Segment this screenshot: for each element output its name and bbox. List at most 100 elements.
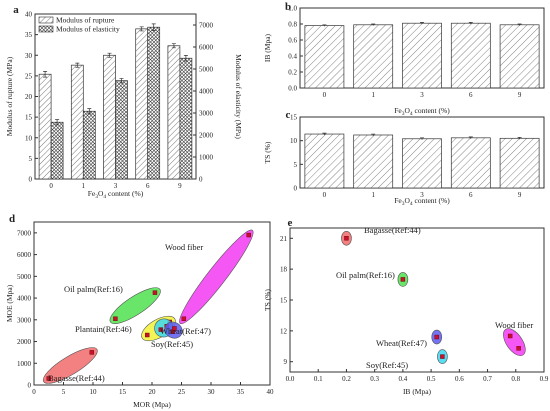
panel-a-error-bar (107, 52, 112, 58)
panel-a-legend-swatch (38, 25, 54, 33)
panel-e-group-label: Oil palm(Ref:16) (336, 270, 395, 280)
panel-b-error-bar (517, 23, 522, 26)
panel-b-ylabel: IB (Mpa) (263, 33, 272, 62)
panel-e-point (507, 333, 513, 339)
panel-e-xtick-label: 0.3 (370, 375, 379, 383)
panel-a-ytick-label-left: 0 (29, 176, 33, 184)
panel-a-ytick-label-right: 7000 (199, 22, 214, 30)
panel-c-error-bar (371, 133, 376, 136)
panel-b-ytick-label: 0.4 (288, 53, 297, 61)
panel-b-bar (353, 24, 394, 89)
panel-a-ytick-label-left: 10 (25, 134, 33, 142)
panel-a-ytick-label-right: 6000 (199, 44, 214, 52)
panel-b-xtick-label: 0 (323, 91, 327, 99)
panel-a-ylabel-left: Modulus of rupture (MPa) (5, 56, 14, 136)
panel-d-point (113, 316, 118, 321)
panel-a-bar-rupture (167, 45, 181, 180)
panel-b-ytick-label: 1.0 (288, 5, 297, 13)
panel-a-xlabel: Fe3O4 content (%) (88, 189, 144, 200)
panel-a-legend-swatch (38, 16, 54, 24)
panel-e-group-label: Bagasse(Ref:44) (364, 225, 421, 235)
panel-c-xtick-label: 3 (420, 191, 424, 199)
panel-d-point (181, 316, 187, 321)
panel-a-ytick-label-right: 5000 (199, 66, 214, 74)
panel-d-ylabel: MOE (Mpa) (5, 284, 14, 322)
panel-e-point (440, 354, 445, 359)
panel-d-group-ellipse (42, 347, 98, 384)
panel-a-bar-elasticity (147, 26, 161, 180)
panel-a-ytick-label-left: 25 (25, 72, 33, 80)
panel-e-xtick-label: 0.2 (342, 375, 351, 383)
panel-a-ytick-label-right: 2000 (199, 132, 214, 140)
panel-c-bar (450, 137, 491, 189)
panel-b-error-bar (371, 23, 376, 26)
panel-e-ytick-label: 18 (280, 266, 288, 274)
panel-d-ytick-label: 7000 (17, 229, 32, 237)
panel-d-xtick-label: 35 (237, 388, 245, 396)
panel-c-ylabel: TS (%) (263, 141, 272, 163)
panel-a-bar-elasticity (179, 57, 193, 180)
panel-c-ytick-label: 10 (290, 137, 298, 145)
panel-b-xtick-label: 3 (420, 91, 424, 99)
panel-d-ytick-label: 6000 (17, 251, 32, 259)
panel-b-xtick-label: 6 (469, 91, 473, 99)
panel-b-label: b (285, 1, 291, 13)
panel-e-frame (289, 227, 545, 373)
panel-b-ytick-label: 0.8 (288, 21, 297, 29)
panel-d-xtick-label: 10 (90, 388, 98, 396)
panel-c-xtick-label: 6 (469, 191, 473, 199)
panel-a-legend-label: Modulus of rupture (56, 16, 115, 25)
panel-e-xlabel: IB (Mpa) (403, 387, 432, 396)
panel-a-ytick-label-left: 40 (25, 11, 33, 19)
panel-a-ytick-label-right: 3000 (199, 110, 214, 118)
panel-d-ytick-label: 2000 (17, 338, 32, 346)
panel-e-ytick-label: 9 (284, 358, 288, 366)
panel-a-ytick-label-right: 1000 (199, 154, 214, 162)
panel-a-bar-rupture (103, 54, 116, 180)
panel-e-point (434, 334, 439, 340)
panel-a-ytick-label-left: 35 (25, 31, 33, 39)
panel-c-error-bar (468, 136, 473, 139)
panel-d-point (46, 376, 51, 381)
panel-c-xtick-label: 9 (518, 191, 522, 199)
panel-e-point (344, 236, 349, 241)
panel-c-xtick-label: 1 (371, 191, 375, 199)
panel-a-error-bar (139, 26, 144, 32)
panel-a-ytick-label-left: 30 (25, 52, 33, 60)
panel-a-xtick-label: 1 (82, 182, 86, 190)
panel-a-bar-elasticity (50, 121, 64, 180)
panel-d-point (145, 332, 150, 338)
panel-a-bar-rupture (38, 73, 52, 180)
panel-d-ytick-label: 5000 (17, 273, 32, 281)
panel-e-point (400, 277, 406, 282)
panel-d-xtick-label: 25 (178, 388, 186, 396)
panel-e-xtick-label: 0.4 (399, 375, 408, 383)
panel-c-xlabel: Fe3O4 content (%) (394, 196, 450, 207)
panel-d-group-ellipse (179, 229, 254, 325)
panel-d-point (172, 326, 177, 331)
panel-b-error-bar (322, 24, 327, 27)
panel-c-xtick-label: 0 (323, 191, 327, 199)
panel-b-ytick-label: 0.0 (288, 85, 297, 93)
panel-c-ytick-label: 15 (290, 114, 298, 122)
panel-d-ytick-label: 4000 (17, 295, 32, 303)
panel-d-point (89, 350, 95, 355)
panel-a-error-bar (151, 23, 156, 31)
panel-a-error-bar (55, 119, 60, 126)
panel-e-xtick-label: 0.7 (483, 375, 492, 383)
panel-e-xtick-label: 0.1 (314, 375, 323, 383)
panel-e-ytick-label: 15 (280, 297, 288, 305)
panel-e-label: e (288, 217, 293, 229)
panel-a-error-bar (87, 108, 92, 115)
panel-a-legend-label: Modulus of elasticity (56, 25, 120, 34)
panel-e-xtick-label: 0.6 (455, 375, 464, 383)
panel-d-xtick-label: 40 (267, 388, 275, 396)
panel-d-ytick-label: 0 (28, 382, 32, 390)
panel-d-xtick-label: 0 (32, 388, 36, 396)
panel-a-error-bar (171, 43, 176, 49)
panel-b-ytick-label: 0.2 (288, 69, 297, 77)
panel-d-group-label: Plantain(Ref:46) (75, 324, 132, 334)
panel-e-ytick-label: 12 (280, 327, 288, 335)
panel-b-bar (304, 25, 345, 89)
